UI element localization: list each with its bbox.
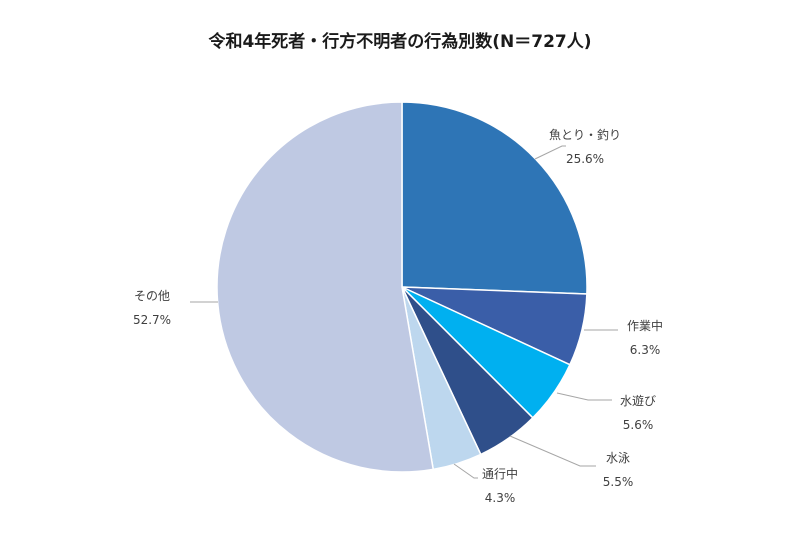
pie-slice-6: [216, 101, 435, 473]
slice-label-4: 水泳: [606, 451, 630, 465]
pie-slices: [216, 101, 588, 473]
leader-line-3: [556, 392, 612, 401]
chart-title: 令和4年死者・行方不明者の行為別数(N＝727人): [208, 31, 591, 52]
slice-label-1: 魚とり・釣り: [549, 127, 621, 142]
slice-label-2: 作業中: [627, 318, 663, 333]
slice-value-label-6: 52.7%: [133, 313, 171, 327]
slice-labels: 魚とり・釣り 25.6% 作業中 6.3% 水遊び 5.6% 水泳 5.5% 通行中 4.3% その…: [133, 127, 663, 505]
slice-value-label-3: 5.6%: [623, 418, 654, 432]
slice-value-label-4: 5.5%: [603, 475, 634, 489]
slice-value-label-1: 25.6%: [566, 152, 604, 166]
slice-label-5: 通行中: [482, 466, 518, 481]
slice-label-3: 水遊び: [620, 393, 656, 408]
leader-line-1: [534, 145, 566, 160]
slice-value-label-5: 4.3%: [485, 491, 516, 505]
slice-label-6: その他: [134, 289, 170, 303]
leader-line-5: [453, 463, 478, 479]
slice-value-label-2: 6.3%: [630, 343, 661, 357]
leader-lines: [190, 145, 618, 479]
leader-line-4: [509, 435, 596, 467]
